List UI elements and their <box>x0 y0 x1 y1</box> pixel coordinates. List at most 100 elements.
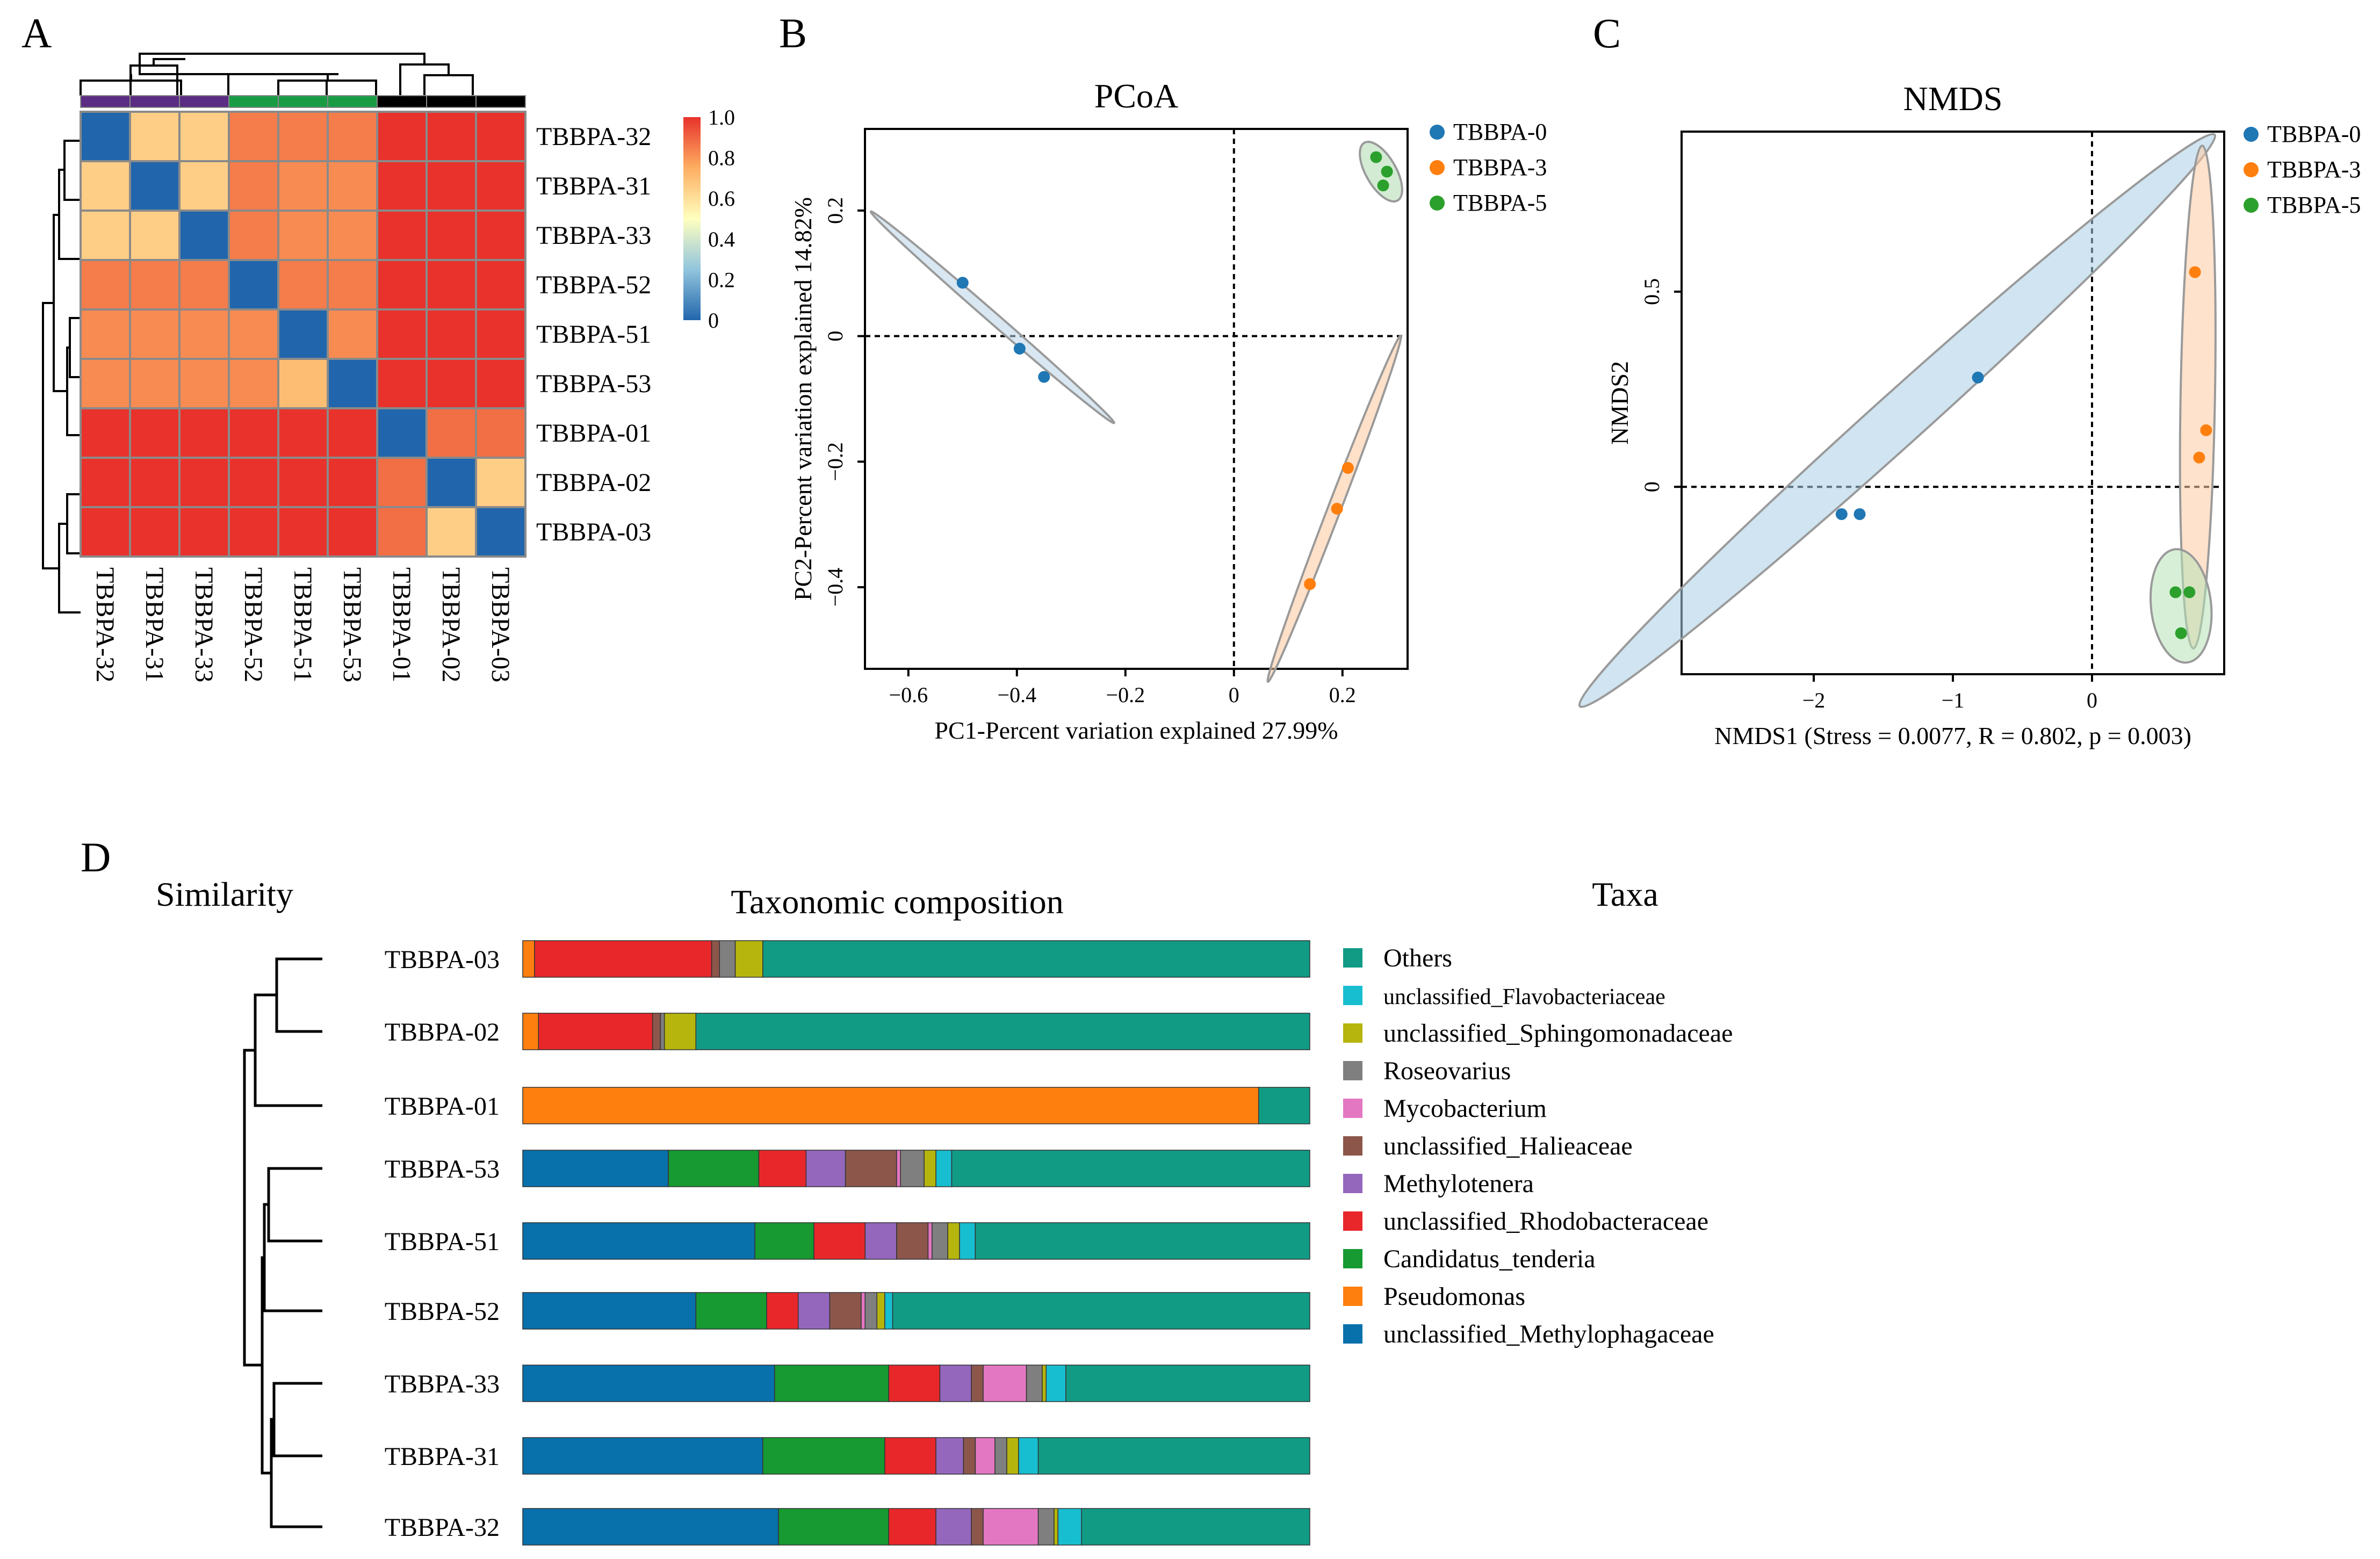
data-point <box>1381 165 1393 178</box>
colorbar-tick-label: 0 <box>708 308 719 333</box>
bar-segment <box>734 940 763 978</box>
bar-segment <box>959 1222 976 1260</box>
confidence-ellipse <box>869 210 1115 424</box>
taxa-legend-label: unclassified_Rhodobacteraceae <box>1383 1207 1708 1236</box>
heatmap-column-label: TBBPA-02 <box>437 567 465 682</box>
heatmap-cell <box>376 358 428 409</box>
heatmap-column-label: TBBPA-01 <box>387 567 416 682</box>
data-point <box>2169 586 2182 598</box>
data-point <box>1038 371 1050 383</box>
heatmap-cell <box>129 358 181 409</box>
heatmap-cell <box>376 457 428 508</box>
bar-segment <box>774 1365 889 1402</box>
similarity-title: Similarity <box>156 875 293 913</box>
bar-segment <box>892 1292 1310 1330</box>
legend-label: TBBPA-3 <box>2267 156 2361 183</box>
x-tick-label: −0.6 <box>889 683 928 707</box>
data-point <box>2183 586 2196 598</box>
heatmap-cell <box>475 259 527 311</box>
heatmap-colorbar: 1.0 0.8 0.6 0.4 0.2 0 <box>683 105 735 333</box>
heatmap-cell <box>129 457 181 508</box>
heatmap-cell <box>425 407 477 459</box>
bar-segment <box>668 1150 760 1187</box>
bar-segment <box>963 1437 976 1475</box>
legend-marker <box>1430 160 1445 175</box>
heatmap-cell <box>327 210 378 261</box>
bar-segment <box>971 1365 984 1402</box>
plot-title: PCoA <box>1094 77 1179 115</box>
heatmap-cell <box>475 506 527 558</box>
heatmap-cell <box>327 308 378 360</box>
heatmap-cell <box>376 407 428 459</box>
legend-marker <box>1430 196 1445 211</box>
heatmap-cell <box>475 160 527 212</box>
bar-segment <box>805 1150 846 1187</box>
heatmap-cell <box>425 259 477 311</box>
heatmap-cell <box>277 308 329 360</box>
bar-segment <box>983 1365 1027 1402</box>
data-point <box>956 277 969 289</box>
bar-segment <box>522 1222 755 1260</box>
nmds-plot: −2 −1 0 0 0.5 NMDS NMDS1 (Stress = 0.0077, R =… <box>1578 80 2361 749</box>
bar-segment <box>663 1013 697 1050</box>
bar-segment <box>971 1508 984 1546</box>
bar-segment <box>758 1150 807 1187</box>
bar-segment <box>896 1222 929 1260</box>
heatmap-cell <box>80 160 131 212</box>
heatmap-cell <box>228 506 279 558</box>
colorbar-tick-labels: 1.0 0.8 0.6 0.4 0.2 0 <box>708 105 735 333</box>
heatmap-cell <box>277 407 329 459</box>
bar-segment <box>924 1150 936 1187</box>
legend-label: TBBPA-0 <box>2267 121 2361 147</box>
bar-segment <box>888 1508 936 1546</box>
data-point <box>1342 462 1354 474</box>
heatmap-cell <box>80 210 131 261</box>
heatmap-cell <box>228 457 279 508</box>
taxa-legend-swatch <box>1343 1287 1362 1306</box>
bar-segment <box>719 940 736 978</box>
bar-segment <box>939 1365 972 1402</box>
taxa-legend-label: unclassified_Halieaceae <box>1383 1132 1633 1160</box>
heatmap-cell <box>228 358 279 409</box>
taxa-legend-label: unclassified_Methylophagaceae <box>1383 1320 1714 1348</box>
heatmap-cell <box>475 457 527 508</box>
heatmap-cell <box>475 308 527 360</box>
bar-segment <box>829 1292 862 1330</box>
heatmap-cell <box>277 259 329 311</box>
heatmap-row-label: TBBPA-02 <box>536 468 651 497</box>
x-tick-label: −0.2 <box>1106 683 1145 707</box>
bar-segment <box>778 1508 889 1546</box>
heatmap-cell <box>327 160 378 212</box>
bar-segment <box>1037 1508 1055 1546</box>
bar-segment <box>994 1437 1007 1475</box>
heatmap-cell <box>327 407 378 459</box>
group-color-cell <box>80 95 131 108</box>
bar-segment <box>947 1222 960 1260</box>
bar-segment <box>522 1508 779 1546</box>
bar-segment <box>660 1013 665 1050</box>
heatmap-column-label: TBBPA-52 <box>239 567 268 682</box>
heatmap-cell <box>475 407 527 459</box>
heatmap-cell <box>475 358 527 409</box>
taxa-legend-label: Candidatus_tenderia <box>1383 1245 1596 1273</box>
bar-segment <box>1042 1365 1047 1402</box>
bar-segment <box>975 1437 996 1475</box>
taxa-legend-label: Methylotenera <box>1383 1170 1534 1198</box>
taxa-legend-swatch <box>1343 1249 1362 1268</box>
heatmap-cell <box>376 111 428 162</box>
heatmap-column-labels: TBBPA-32 TBBPA-31 TBBPA-33 TBBPA-52 TBBPA-51… <box>91 567 515 682</box>
group-color-cell <box>377 95 427 108</box>
confidence-ellipse <box>2149 548 2213 664</box>
heatmap-cell <box>129 506 181 558</box>
heatmap-cell <box>425 358 477 409</box>
heatmap-cell <box>376 308 428 360</box>
legend-marker <box>2244 162 2259 177</box>
x-tick-label: 0 <box>1229 683 1239 707</box>
heatmap-cell <box>80 506 131 558</box>
bar-segment <box>1258 1087 1310 1124</box>
bar-row-label: TBBPA-01 <box>385 1092 500 1121</box>
heatmap-cell <box>228 259 279 311</box>
data-point <box>1013 343 1026 355</box>
panel-letter-a: A <box>21 10 52 56</box>
